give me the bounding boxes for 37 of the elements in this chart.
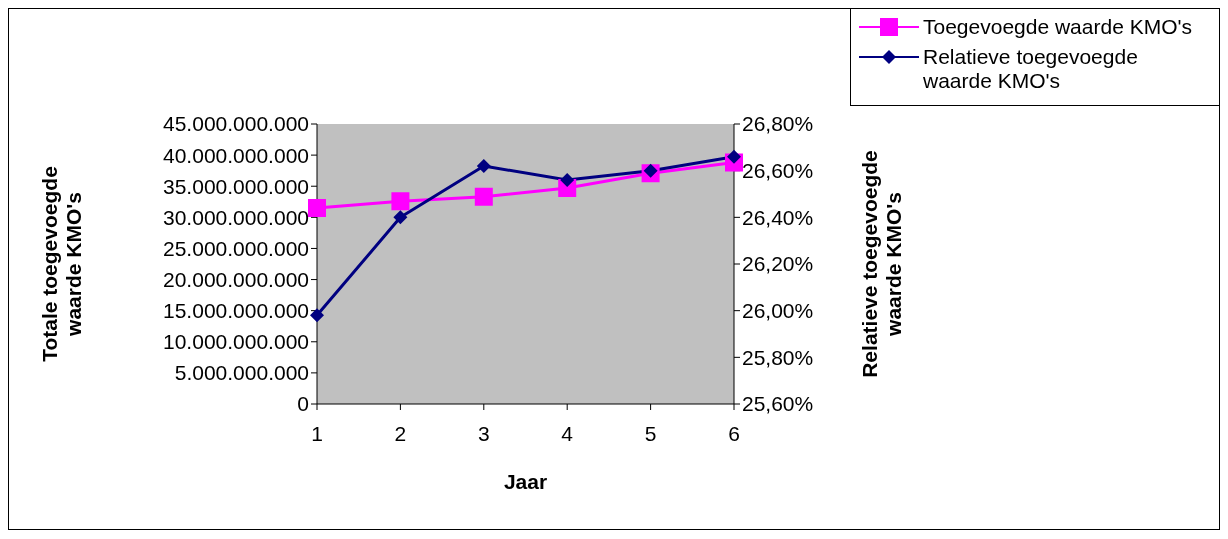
point <box>393 210 408 225</box>
point <box>476 159 491 173</box>
point <box>308 199 326 217</box>
x-tick-label: 2 <box>394 421 407 445</box>
y-axis-title: Totale toegevoegde waarde KMO's <box>38 166 85 362</box>
y-tick-label: 30.000.000.000 <box>163 205 309 229</box>
y2-tick-label: 25,60% <box>742 392 814 416</box>
y-tick-label: 10.000.000.000 <box>163 330 309 354</box>
y-tick-label: 20.000.000.000 <box>163 268 309 292</box>
x-tick-label: 5 <box>644 421 657 445</box>
y2-tick-label: 26,60% <box>742 159 814 183</box>
x-tick-label: 1 <box>311 421 323 445</box>
y-tick-label: 25.000.000.000 <box>163 236 309 260</box>
legend-label: Relatieve toegevoegde waarde KMO's <box>923 45 1139 93</box>
point <box>391 192 410 211</box>
point <box>560 173 575 187</box>
y-tick-label: 0 <box>297 392 309 416</box>
y-tick-label: 35.000.000.000 <box>163 174 309 198</box>
y-tick-label: 5.000.000.000 <box>174 361 309 385</box>
point <box>310 308 324 323</box>
y2-axis-title: Relatieve toegevoegde waarde KMO's <box>858 150 905 378</box>
y-tick-label: 15.000.000.000 <box>163 299 309 323</box>
y2-tick-label: 25,80% <box>742 345 814 369</box>
x-tick-label: 3 <box>477 421 490 445</box>
y-tick-label: 45.000.000.000 <box>163 112 309 136</box>
point <box>727 149 741 164</box>
y2-tick-label: 26,80% <box>742 112 814 136</box>
y2-tick-label: 26,20% <box>742 252 814 276</box>
y2-tick-label: 26,00% <box>742 299 814 323</box>
x-tick-label: 6 <box>728 421 740 445</box>
x-axis-title: Jaar <box>503 470 548 493</box>
y-tick-label: 40.000.000.000 <box>163 143 309 167</box>
point <box>474 187 493 206</box>
point <box>643 163 658 178</box>
legend-label: Toegevoegde waarde KMO's <box>923 15 1193 39</box>
y2-tick-label: 26,40% <box>742 205 814 229</box>
x-tick-label: 4 <box>561 421 574 445</box>
